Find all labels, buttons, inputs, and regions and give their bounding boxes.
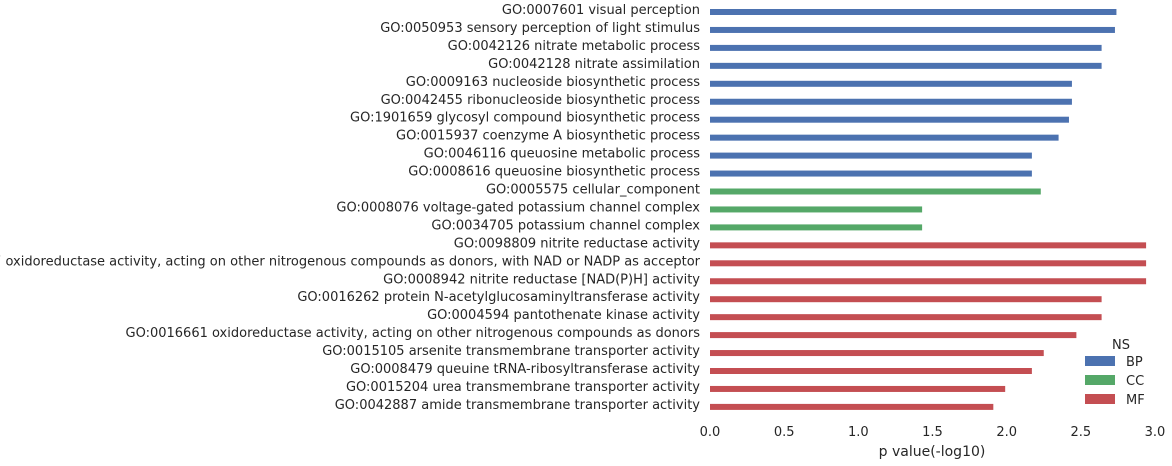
category-label: GO:0098809 nitrite reductase activity [454, 236, 701, 251]
bar-bp [710, 170, 1032, 177]
category-label: GO:0008942 nitrite reductase [NAD(P)H] a… [383, 272, 700, 287]
bar-bp [710, 9, 1117, 15]
legend-label-mf: MF [1126, 393, 1145, 408]
bar-bp [710, 26, 1115, 33]
category-label: GO:0046116 queuosine metabolic process [424, 147, 701, 162]
category-label: GO:0009163 nucleoside biosynthetic proce… [406, 75, 700, 90]
bar-mf [710, 385, 1006, 392]
bar-bp [710, 62, 1102, 69]
x-tick-label: 2.0 [996, 425, 1017, 440]
category-label: GO:0042455 ribonucleoside biosynthetic p… [381, 93, 701, 108]
x-axis-label: p value(-log10) [879, 444, 986, 460]
bar-cc [710, 206, 923, 213]
category-label: GO:0015105 arsenite transmembrane transp… [322, 344, 700, 359]
legend: NS BP CC MF [1085, 338, 1145, 408]
category-label: GO:0034705 potassium channel complex [431, 218, 700, 233]
category-label: GO:0008479 queuine tRNA-ribosyltransfera… [350, 362, 700, 377]
category-label: GO:0042887 amide transmembrane transport… [335, 398, 701, 413]
category-label: GO:0016661 oxidoreductase activity, acti… [126, 326, 701, 341]
category-label: GO:0042128 nitrate assimilation [488, 57, 700, 72]
category-label: GO:0007601 visual perception [502, 3, 700, 18]
x-tick-label: 1.5 [922, 425, 943, 440]
legend-swatch-cc [1085, 375, 1115, 385]
category-label: GO:0016262 protein N-acetylglucosaminylt… [297, 290, 700, 305]
category-label: GO:0015937 coenzyme A biosynthetic proce… [396, 129, 700, 144]
bar-bp [710, 80, 1072, 87]
x-tick-label: 2.5 [1070, 425, 1091, 440]
bar-mf [710, 368, 1032, 374]
bar-bp [710, 44, 1102, 51]
category-label: GO:0046857 oxidoreductase activity, acti… [0, 254, 701, 269]
bar-mf [710, 350, 1044, 357]
bar-mf [710, 278, 1147, 285]
x-axis-ticks: 0.0 0.5 1.0 1.5 2.0 2.5 3.0 [700, 425, 1166, 440]
bar-mf [710, 260, 1147, 267]
bar-bp [710, 116, 1069, 123]
bar-mf [710, 314, 1102, 321]
bar-mf [710, 332, 1077, 339]
bar-mf [710, 403, 994, 410]
legend-label-bp: BP [1126, 355, 1143, 370]
bar-bp [710, 134, 1059, 141]
legend-label-cc: CC [1126, 374, 1144, 389]
bar-group [710, 9, 1147, 410]
category-label: GO:0042126 nitrate metabolic process [448, 39, 701, 54]
bar-mf [710, 242, 1147, 249]
category-label: GO:0005575 cellular_component [486, 183, 700, 198]
category-label: GO:1901659 glycosyl compound biosyntheti… [350, 111, 700, 126]
bar-cc [710, 224, 923, 231]
x-tick-label: 1.0 [848, 425, 869, 440]
category-label: GO:0008616 queuosine biosynthetic proces… [408, 165, 700, 180]
category-label: GO:0050953 sensory perception of light s… [380, 21, 700, 36]
x-tick-label: 3.0 [1145, 425, 1166, 440]
x-tick-label: 0.5 [774, 425, 795, 440]
bar-bp [710, 152, 1032, 159]
category-labels: GO:0007601 visual perception GO:0050953 s… [0, 3, 701, 413]
legend-swatch-mf [1085, 394, 1115, 404]
category-label: GO:0008076 voltage-gated potassium chann… [336, 200, 700, 215]
x-tick-label: 0.0 [700, 425, 721, 440]
bar-cc [710, 188, 1041, 195]
bar-mf [710, 296, 1102, 303]
category-label: GO:0004594 pantothenate kinase activity [427, 308, 700, 323]
legend-swatch-bp [1085, 356, 1115, 366]
legend-title: NS [1112, 338, 1130, 353]
category-label: GO:0015204 urea transmembrane transporte… [346, 380, 700, 395]
bar-bp [710, 98, 1072, 105]
